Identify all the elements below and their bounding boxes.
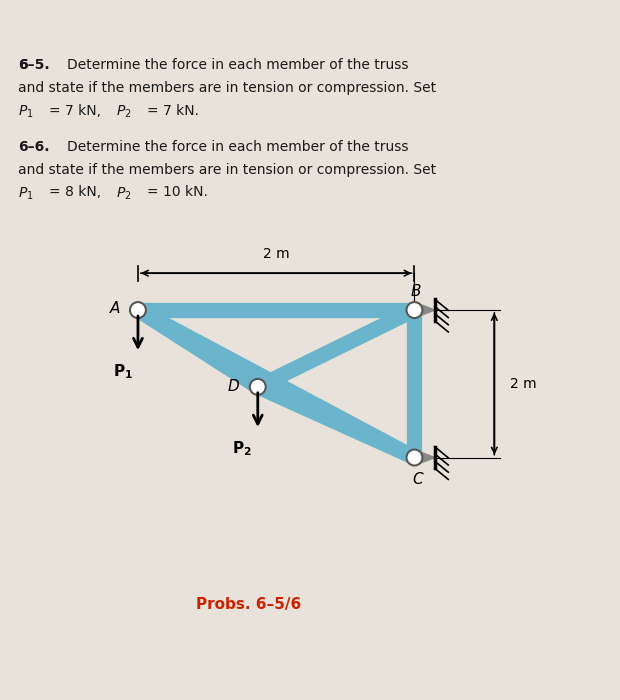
Text: = 8 kN,: = 8 kN, (49, 186, 101, 199)
Text: A: A (109, 301, 120, 316)
Text: $P_2$: $P_2$ (117, 186, 132, 202)
Text: D: D (228, 379, 239, 394)
Circle shape (407, 449, 422, 466)
Text: 2 m: 2 m (263, 247, 290, 261)
Text: Determine the force in each member of the truss: Determine the force in each member of th… (68, 140, 409, 154)
Text: B: B (410, 284, 421, 299)
Text: Determine the force in each member of the truss: Determine the force in each member of th… (68, 58, 409, 72)
Polygon shape (417, 451, 435, 464)
Text: 6–6.: 6–6. (18, 140, 50, 154)
Text: Probs. 6–5/6: Probs. 6–5/6 (196, 598, 301, 612)
Text: = 7 kN.: = 7 kN. (147, 104, 199, 118)
Text: $\mathbf{P_1}$: $\mathbf{P_1}$ (113, 363, 133, 381)
Text: $P_1$: $P_1$ (18, 186, 33, 202)
Text: $P_2$: $P_2$ (117, 104, 132, 120)
Text: and state if the members are in tension or compression. Set: and state if the members are in tension … (18, 81, 436, 95)
Circle shape (250, 379, 266, 395)
Circle shape (407, 302, 422, 318)
Text: and state if the members are in tension or compression. Set: and state if the members are in tension … (18, 162, 436, 176)
Text: C: C (412, 472, 423, 486)
Text: $\mathbf{P_2}$: $\mathbf{P_2}$ (232, 439, 252, 458)
Text: 6–5.: 6–5. (18, 58, 50, 72)
Text: $\mathbf{6}$: $\mathbf{6}$ (18, 58, 29, 72)
Circle shape (130, 302, 146, 318)
Text: = 7 kN,: = 7 kN, (49, 104, 101, 118)
Polygon shape (417, 303, 435, 317)
Text: $P_1$: $P_1$ (18, 104, 33, 120)
Text: = 10 kN.: = 10 kN. (147, 186, 208, 199)
Text: 2 m: 2 m (510, 377, 536, 391)
